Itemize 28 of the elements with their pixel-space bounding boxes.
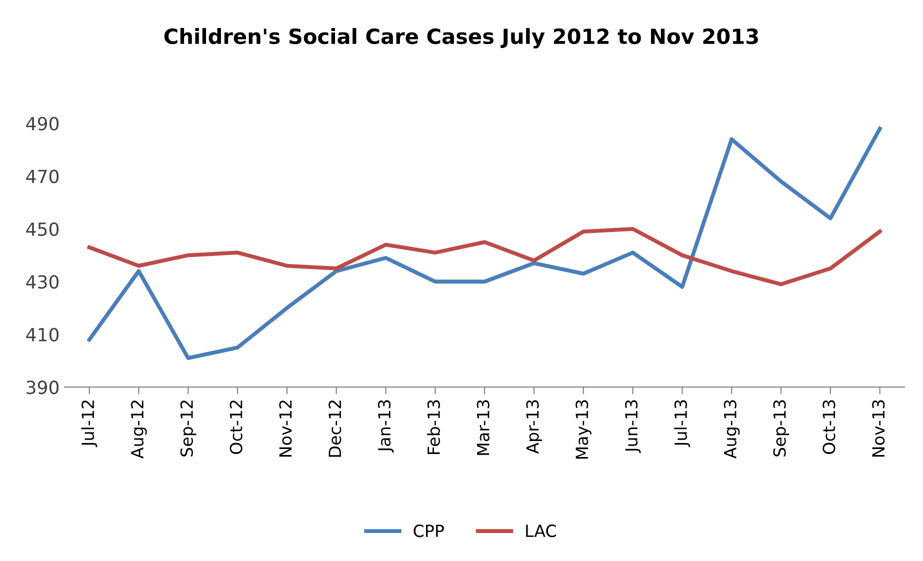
x-tick-label: Jun-13 — [625, 400, 641, 454]
x-tick-label: Feb-13 — [427, 400, 440, 454]
x-tick-label: Oct-13 — [822, 400, 836, 454]
x-tick-label: May-13 — [576, 400, 592, 459]
y-tick-label: 390 — [26, 380, 59, 394]
line-series — [87, 126, 882, 360]
x-tick-label: Aug-13 — [724, 400, 740, 459]
chart-title: Children's Social Care Cases July 2012 to Nov 2013 — [164, 28, 758, 48]
x-tick-label: Jul-12 — [81, 400, 98, 448]
x-tick-label: Nov-13 — [872, 400, 885, 457]
x-tick-label: Nov-12 — [279, 400, 292, 457]
x-tick-label: Aug-12 — [130, 400, 147, 459]
y-tick-label: 470 — [26, 170, 59, 184]
legend-label: CPP — [414, 524, 444, 538]
x-tick-label: Jan-13 — [378, 400, 394, 453]
x-tick-label: Jul-13 — [674, 400, 690, 448]
x-tick-label: Mar-13 — [476, 400, 490, 455]
y-tick-label: 450 — [26, 222, 59, 236]
legend-label: LAC — [526, 524, 556, 538]
line-series — [87, 226, 882, 286]
y-tick-label: 430 — [26, 275, 59, 289]
y-tick-label: 410 — [26, 328, 59, 342]
x-tick-label: Apr-13 — [526, 400, 542, 454]
x-tick-label: Oct-12 — [230, 400, 242, 454]
y-tick-label: 490 — [26, 116, 59, 131]
x-tick-label: Sep-12 — [180, 400, 196, 456]
x-tick-label: Dec-12 — [328, 400, 342, 457]
x-tick-label: Sep-13 — [773, 400, 790, 456]
